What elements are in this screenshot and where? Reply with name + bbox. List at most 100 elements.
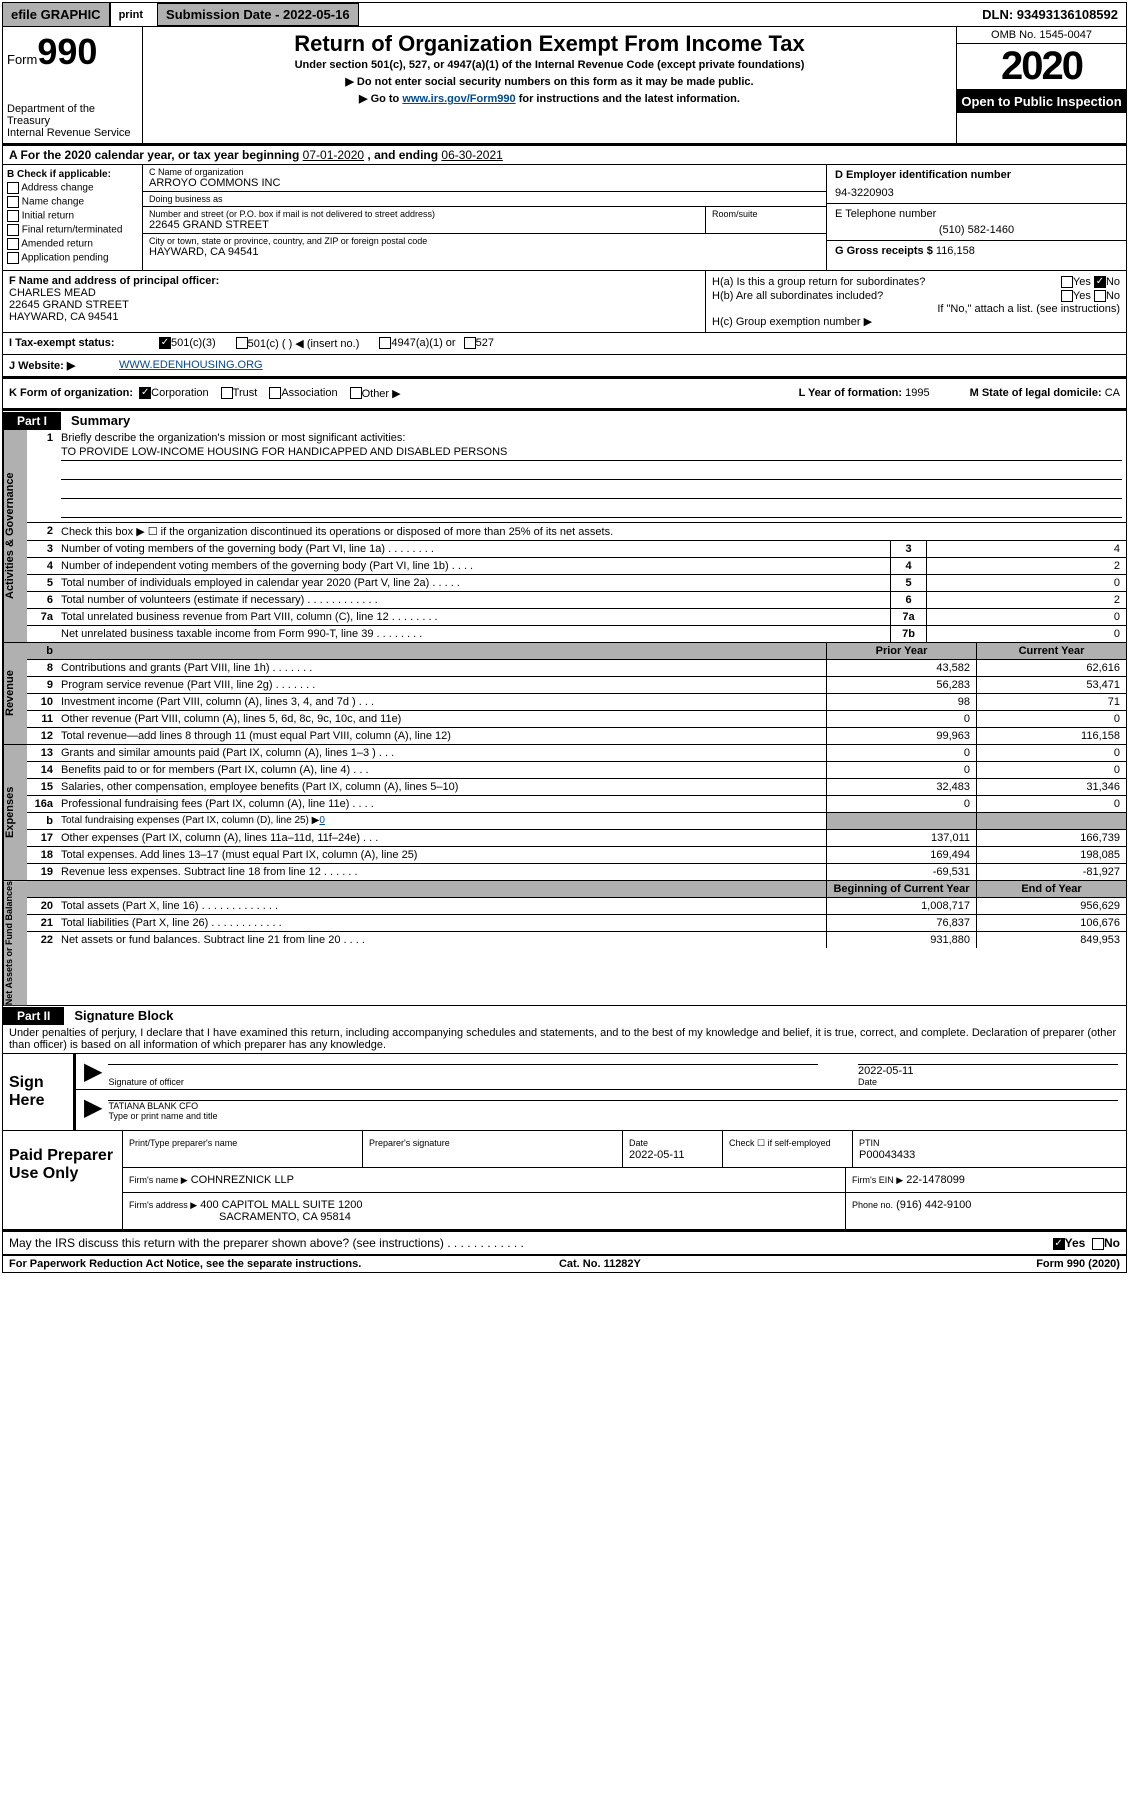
chk-address-change[interactable]: Address change — [7, 182, 138, 194]
arrow-icon: ▶ — [84, 1064, 102, 1087]
section-j: J Website: ▶ WWW.EDENHOUSING.ORG — [3, 355, 1126, 379]
chk-trust[interactable] — [221, 387, 233, 399]
officer-street: 22645 GRAND STREET — [9, 299, 699, 311]
preparer-block: Paid Preparer Use Only Print/Type prepar… — [3, 1131, 1126, 1232]
firm-ein: 22-1478099 — [906, 1174, 965, 1186]
side-net: Net Assets or Fund Balances — [3, 881, 27, 1005]
form-ref: Form 990 (2020) — [1036, 1258, 1120, 1270]
part-i-tag: Part I — [3, 412, 61, 430]
table-row: 12Total revenue—add lines 8 through 11 (… — [27, 727, 1126, 744]
efile-label: efile GRAPHIC — [3, 3, 111, 26]
chk-amended[interactable]: Amended return — [7, 238, 138, 250]
section-bcdeg: B Check if applicable: Address change Na… — [3, 165, 1126, 271]
sign-date: 2022-05-11 — [858, 1064, 1118, 1077]
print-button[interactable]: print — [111, 5, 151, 25]
ein-box: D Employer identification number 94-3220… — [827, 165, 1126, 204]
hb-no[interactable] — [1094, 290, 1106, 302]
p1-rev-block: Revenue b Prior Year Current Year 8Contr… — [3, 643, 1126, 745]
open-public-badge: Open to Public Inspection — [957, 90, 1126, 113]
topbar: efile GRAPHIC print Submission Date - 20… — [3, 3, 1126, 27]
table-row: 22Net assets or fund balances. Subtract … — [27, 931, 1126, 948]
city-row: City or town, state or province, country… — [143, 234, 826, 260]
side-exp: Expenses — [3, 745, 27, 880]
tax-year-begin: 07-01-2020 — [303, 148, 364, 162]
section-f: F Name and address of principal officer:… — [3, 271, 706, 332]
section-c: C Name of organization ARROYO COMMONS IN… — [143, 165, 826, 270]
org-name-row: C Name of organization ARROYO COMMONS IN… — [143, 165, 826, 192]
domicile-state: CA — [1105, 387, 1120, 399]
hb-yes[interactable] — [1061, 290, 1073, 302]
chk-4947[interactable] — [379, 337, 391, 349]
table-row: 21Total liabilities (Part X, line 26) . … — [27, 914, 1126, 931]
omb-number: OMB No. 1545-0047 — [957, 27, 1126, 44]
cat-no: Cat. No. 11282Y — [559, 1258, 641, 1270]
table-row: 6Total number of volunteers (estimate if… — [27, 591, 1126, 608]
sign-block: Sign Here ▶ 2022-05-11 Signature of offi… — [3, 1054, 1126, 1131]
chk-app-pending[interactable]: Application pending — [7, 252, 138, 264]
table-row: bTotal fundraising expenses (Part IX, co… — [27, 812, 1126, 829]
table-row: 15Salaries, other compensation, employee… — [27, 778, 1126, 795]
ein-value: 94-3220903 — [835, 187, 1118, 199]
irs-link[interactable]: www.irs.gov/Form990 — [402, 93, 515, 105]
header-right: OMB No. 1545-0047 2020 Open to Public In… — [956, 27, 1126, 143]
dba-row: Doing business as — [143, 192, 826, 207]
prep-date: 2022-05-11 — [629, 1149, 684, 1161]
phone-value: (510) 582-1460 — [835, 224, 1118, 236]
ha-no[interactable]: ✓ — [1094, 276, 1106, 288]
city-value: HAYWARD, CA 94541 — [149, 246, 820, 258]
irs-no[interactable] — [1092, 1238, 1104, 1250]
gross-receipts-box: G Gross receipts $ 116,158 — [827, 241, 1126, 261]
chk-527[interactable] — [464, 337, 476, 349]
table-row: 17Other expenses (Part IX, column (A), l… — [27, 829, 1126, 846]
hc-label: H(c) Group exemption number ▶ — [712, 315, 1120, 328]
table-row: 4Number of independent voting members of… — [27, 557, 1126, 574]
officer-name-title: TATIANA BLANK CFO — [108, 1100, 1118, 1111]
org-name: ARROYO COMMONS INC — [149, 177, 820, 189]
section-fh: F Name and address of principal officer:… — [3, 271, 1126, 333]
section-deg: D Employer identification number 94-3220… — [826, 165, 1126, 270]
table-row: 18Total expenses. Add lines 13–17 (must … — [27, 846, 1126, 863]
b-header: B Check if applicable: — [7, 169, 138, 180]
table-row: 9Program service revenue (Part VIII, lin… — [27, 676, 1126, 693]
signature-line[interactable] — [108, 1064, 818, 1077]
website-link[interactable]: WWW.EDENHOUSING.ORG — [119, 359, 263, 372]
chk-final-return[interactable]: Final return/terminated — [7, 224, 138, 236]
chk-corporation[interactable]: ✓ — [139, 387, 151, 399]
form-number: 990 — [37, 31, 97, 72]
street-value: 22645 GRAND STREET — [149, 219, 699, 231]
ha-yes[interactable] — [1061, 276, 1073, 288]
footer: For Paperwork Reduction Act Notice, see … — [3, 1256, 1126, 1272]
chk-other[interactable] — [350, 387, 362, 399]
chk-name-change[interactable]: Name change — [7, 196, 138, 208]
section-h: H(a) Is this a group return for subordin… — [706, 271, 1126, 332]
section-i: I Tax-exempt status: ✓ 501(c)(3) 501(c) … — [3, 333, 1126, 355]
mission-text: TO PROVIDE LOW-INCOME HOUSING FOR HANDIC… — [61, 444, 1122, 461]
table-row: 8Contributions and grants (Part VIII, li… — [27, 659, 1126, 676]
chk-501c[interactable] — [236, 337, 248, 349]
table-row: 13Grants and similar amounts paid (Part … — [27, 745, 1126, 761]
sign-here-label: Sign Here — [3, 1054, 73, 1130]
return-title: Return of Organization Exempt From Incom… — [151, 31, 948, 57]
chk-initial-return[interactable]: Initial return — [7, 210, 138, 222]
chk-501c3[interactable]: ✓ — [159, 337, 171, 349]
section-klm: K Form of organization: ✓ Corporation Tr… — [3, 379, 1126, 411]
dln: DLN: 93493136108592 — [974, 3, 1126, 26]
part-ii-header: Part II Signature Block — [3, 1006, 1126, 1025]
irs-yes[interactable]: ✓ — [1053, 1238, 1065, 1250]
tax-year: 2020 — [957, 44, 1126, 90]
tax-year-end: 06-30-2021 — [441, 148, 502, 162]
header-left: Form990 Department of the Treasury Inter… — [3, 27, 143, 143]
table-row: 10Investment income (Part VIII, column (… — [27, 693, 1126, 710]
table-row: 19Revenue less expenses. Subtract line 1… — [27, 863, 1126, 880]
header-block: Form990 Department of the Treasury Inter… — [3, 27, 1126, 146]
paperwork-notice: For Paperwork Reduction Act Notice, see … — [9, 1258, 361, 1270]
street-row: Number and street (or P.O. box if mail i… — [143, 207, 826, 234]
penalty-text: Under penalties of perjury, I declare th… — [3, 1025, 1126, 1054]
header-title-block: Return of Organization Exempt From Incom… — [143, 27, 956, 143]
submission-date: Submission Date - 2022-05-16 — [157, 3, 359, 26]
p1-net-block: Net Assets or Fund Balances Beginning of… — [3, 881, 1126, 1006]
chk-association[interactable] — [269, 387, 281, 399]
firm-phone: (916) 442-9100 — [896, 1199, 971, 1211]
instruction-line-1: ▶ Do not enter social security numbers o… — [151, 75, 948, 88]
arrow-icon: ▶ — [84, 1100, 102, 1121]
